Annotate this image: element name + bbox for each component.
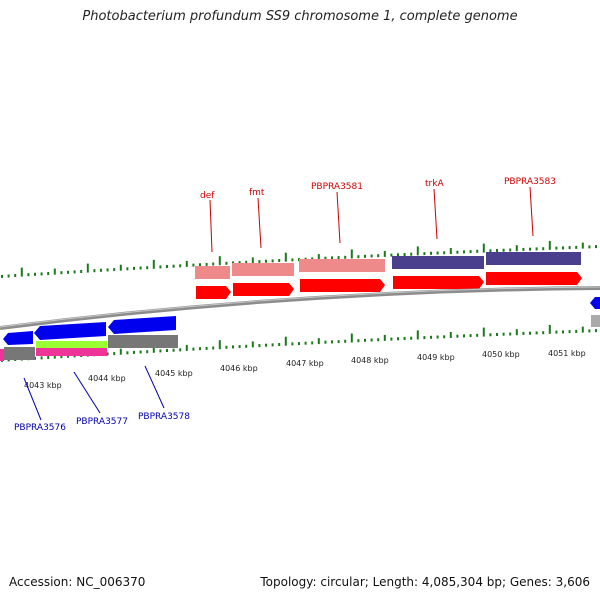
scale-label: 4051 kbp	[548, 349, 586, 358]
gene-arrow-blue[interactable]	[34, 322, 106, 340]
gene-arrow-red[interactable]	[393, 276, 484, 289]
gene-feature-indigo[interactable]	[392, 256, 484, 269]
scale-label: 4046 kbp	[220, 364, 258, 373]
gene-feature-gray[interactable]	[108, 335, 178, 348]
gene-arrow-red[interactable]	[196, 286, 231, 299]
accession-text: Accession: NC_006370	[9, 575, 146, 589]
map-title: Photobacterium profundum SS9 chromosome …	[82, 9, 518, 24]
gene-label-bottom[interactable]: PBPRA3577	[76, 417, 128, 427]
gene-label-top[interactable]: trkA	[425, 179, 444, 189]
scale-label: 4045 kbp	[155, 369, 193, 378]
gene-feature-gray[interactable]	[4, 347, 35, 360]
gene-arrow-red[interactable]	[486, 272, 582, 285]
scale-label: 4048 kbp	[351, 356, 389, 365]
gene-feature-pink[interactable]	[299, 259, 385, 272]
gene-feature-lime[interactable]	[36, 341, 107, 348]
scale-label: 4047 kbp	[286, 359, 324, 368]
genome-summary-text: Topology: circular; Length: 4,085,304 bp…	[260, 575, 590, 589]
top-gene-labels: def fmt PBPRA3581 trkA PBPRA3583	[200, 177, 556, 253]
gene-label-top[interactable]: def	[200, 191, 215, 201]
bottom-gene-track	[0, 297, 600, 361]
gene-feature-pink[interactable]	[195, 266, 230, 279]
gene-feature-magenta[interactable]	[0, 349, 4, 361]
gene-arrow-blue[interactable]	[590, 297, 600, 309]
bottom-gene-labels: PBPRA3576 PBPRA3577 PBPRA3578	[14, 365, 190, 433]
gene-label-top[interactable]: fmt	[249, 188, 265, 198]
gene-label-bottom[interactable]: PBPRA3576	[14, 423, 66, 433]
top-gene-track	[195, 252, 582, 299]
gene-feature-magenta[interactable]	[36, 348, 107, 356]
gene-label-bottom[interactable]: PBPRA3578	[138, 412, 190, 422]
gene-arrow-blue[interactable]	[3, 331, 33, 345]
gene-arrow-red[interactable]	[233, 283, 294, 296]
scale-label: 4049 kbp	[417, 353, 455, 362]
gene-label-top[interactable]: PBPRA3583	[504, 177, 556, 187]
bottom-tick-track	[1, 324, 597, 362]
gene-feature-indigo[interactable]	[486, 252, 581, 265]
genome-backbone	[0, 286, 600, 330]
scale-label: 4044 kbp	[88, 374, 126, 383]
gene-arrow-blue[interactable]	[108, 316, 176, 334]
scale-label: 4043 kbp	[24, 381, 62, 390]
gene-label-top[interactable]: PBPRA3581	[311, 182, 363, 192]
gene-arrow-red[interactable]	[300, 279, 385, 292]
scale-labels: 4043 kbp 4044 kbp 4045 kbp 4046 kbp 4047…	[24, 349, 586, 390]
gene-feature-gray[interactable]	[591, 315, 600, 327]
scale-label: 4050 kbp	[482, 350, 520, 359]
gene-feature-pink[interactable]	[232, 263, 294, 276]
